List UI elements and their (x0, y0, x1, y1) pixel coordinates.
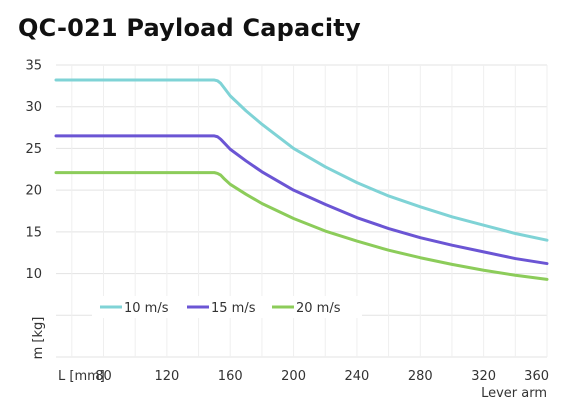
series-line (54, 171, 549, 281)
x-tick-label: 360 (524, 369, 549, 384)
x-tick-label: 80 (95, 369, 112, 384)
y-tick-label: 30 (25, 100, 42, 115)
legend-background (92, 296, 362, 318)
x-tick-label: 240 (345, 369, 370, 384)
y-tick-label: 10 (25, 267, 42, 282)
x-tick-label: 120 (154, 369, 179, 384)
x-tick-label: 320 (471, 369, 496, 384)
y-tick-label: 20 (25, 184, 42, 199)
series-line (54, 78, 549, 242)
y-axis-label: m [kg] (31, 317, 46, 360)
legend-label: 20 m/s (296, 301, 341, 316)
y-tick-label: 15 (25, 225, 42, 240)
legend-label: 10 m/s (124, 301, 169, 316)
x-unit-label: L [mm] (58, 369, 105, 384)
y-tick-label: 25 (25, 142, 42, 157)
x-tick-label: 200 (281, 369, 306, 384)
x-axis-label: Lever arm (481, 386, 547, 401)
axis-labels: m [kg] L [mm] Lever arm (31, 317, 547, 401)
legend-label: 15 m/s (211, 301, 256, 316)
x-tick-label: 280 (408, 369, 433, 384)
y-tick-label: 35 (25, 59, 42, 74)
series-line (54, 134, 549, 266)
series-lines (54, 78, 549, 281)
legend: 10 m/s 15 m/s 20 m/s (92, 296, 362, 318)
x-tick-label: 160 (218, 369, 243, 384)
chart-title: QC-021 Payload Capacity (18, 14, 361, 42)
tick-labels: 10 15 20 25 30 35 80 120 160 200 240 280 320 360 (25, 59, 549, 385)
